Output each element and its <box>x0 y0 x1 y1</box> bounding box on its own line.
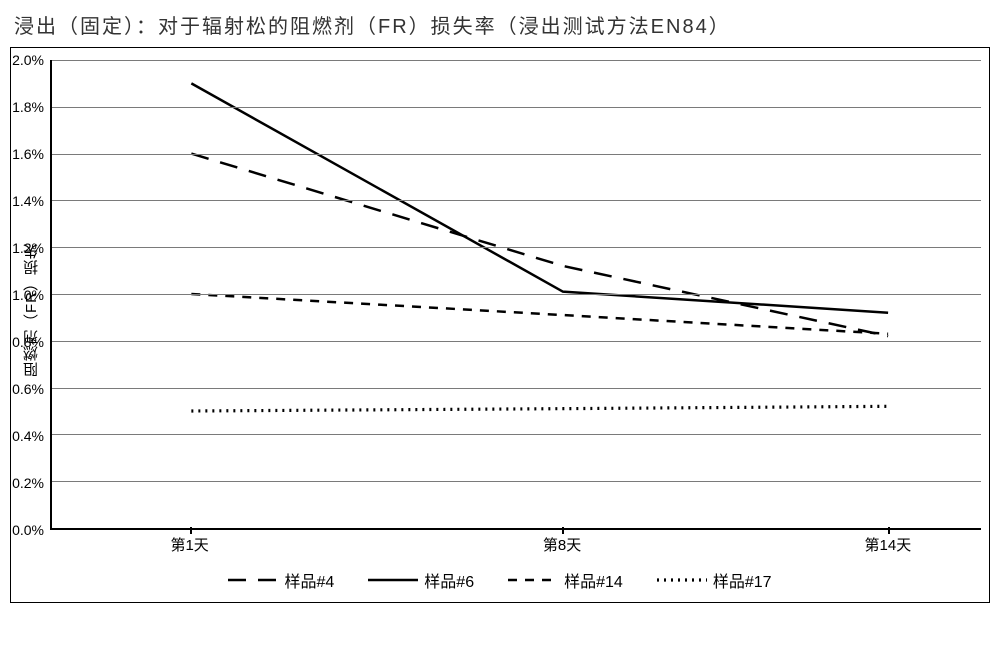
legend-swatch <box>657 574 707 586</box>
legend-label: 样品#4 <box>284 568 334 592</box>
series-样品#17 <box>191 406 888 411</box>
plot-area <box>50 60 981 530</box>
legend: 样品#4 样品#6 样品#14 样品#17 <box>19 560 981 598</box>
legend-swatch <box>368 574 418 586</box>
gridline <box>52 154 981 155</box>
y-axis-title: 阻燃剂（FR）损失 <box>19 243 44 377</box>
legend-label: 样品#17 <box>713 568 772 592</box>
gridline <box>52 200 981 201</box>
x-tick-label: 第1天 <box>170 534 208 555</box>
legend-swatch <box>228 574 278 586</box>
legend-label: 样品#6 <box>424 568 474 592</box>
x-tick-mark <box>888 527 890 534</box>
gridline <box>52 107 981 108</box>
gridline <box>52 481 981 482</box>
legend-item: 样品#4 <box>228 568 334 592</box>
x-tick-mark <box>190 527 192 534</box>
series-样品#6 <box>191 83 888 312</box>
gridline <box>52 388 981 389</box>
series-样品#4 <box>191 154 888 337</box>
gridline <box>52 434 981 435</box>
chart-frame: 阻燃剂（FR）损失 2.0%1.8%1.6%1.4%1.2%1.0%0.8%0.… <box>10 47 990 603</box>
legend-swatch <box>508 574 558 586</box>
legend-item: 样品#14 <box>508 568 623 592</box>
x-tick-mark <box>562 527 564 534</box>
x-tick-label: 第14天 <box>865 534 912 555</box>
gridline <box>52 247 981 248</box>
legend-label: 样品#14 <box>564 568 623 592</box>
gridline <box>52 341 981 342</box>
x-axis-ticks: 第1天 第8天 第14天 <box>50 534 981 560</box>
gridline <box>52 294 981 295</box>
legend-item: 样品#6 <box>368 568 474 592</box>
x-tick-label: 第8天 <box>543 534 581 555</box>
legend-item: 样品#17 <box>657 568 772 592</box>
gridline <box>52 60 981 61</box>
chart-title: 浸出（固定）：对于辐射松的阻燃剂（FR）损失率（浸出测试方法EN84） <box>14 10 990 39</box>
